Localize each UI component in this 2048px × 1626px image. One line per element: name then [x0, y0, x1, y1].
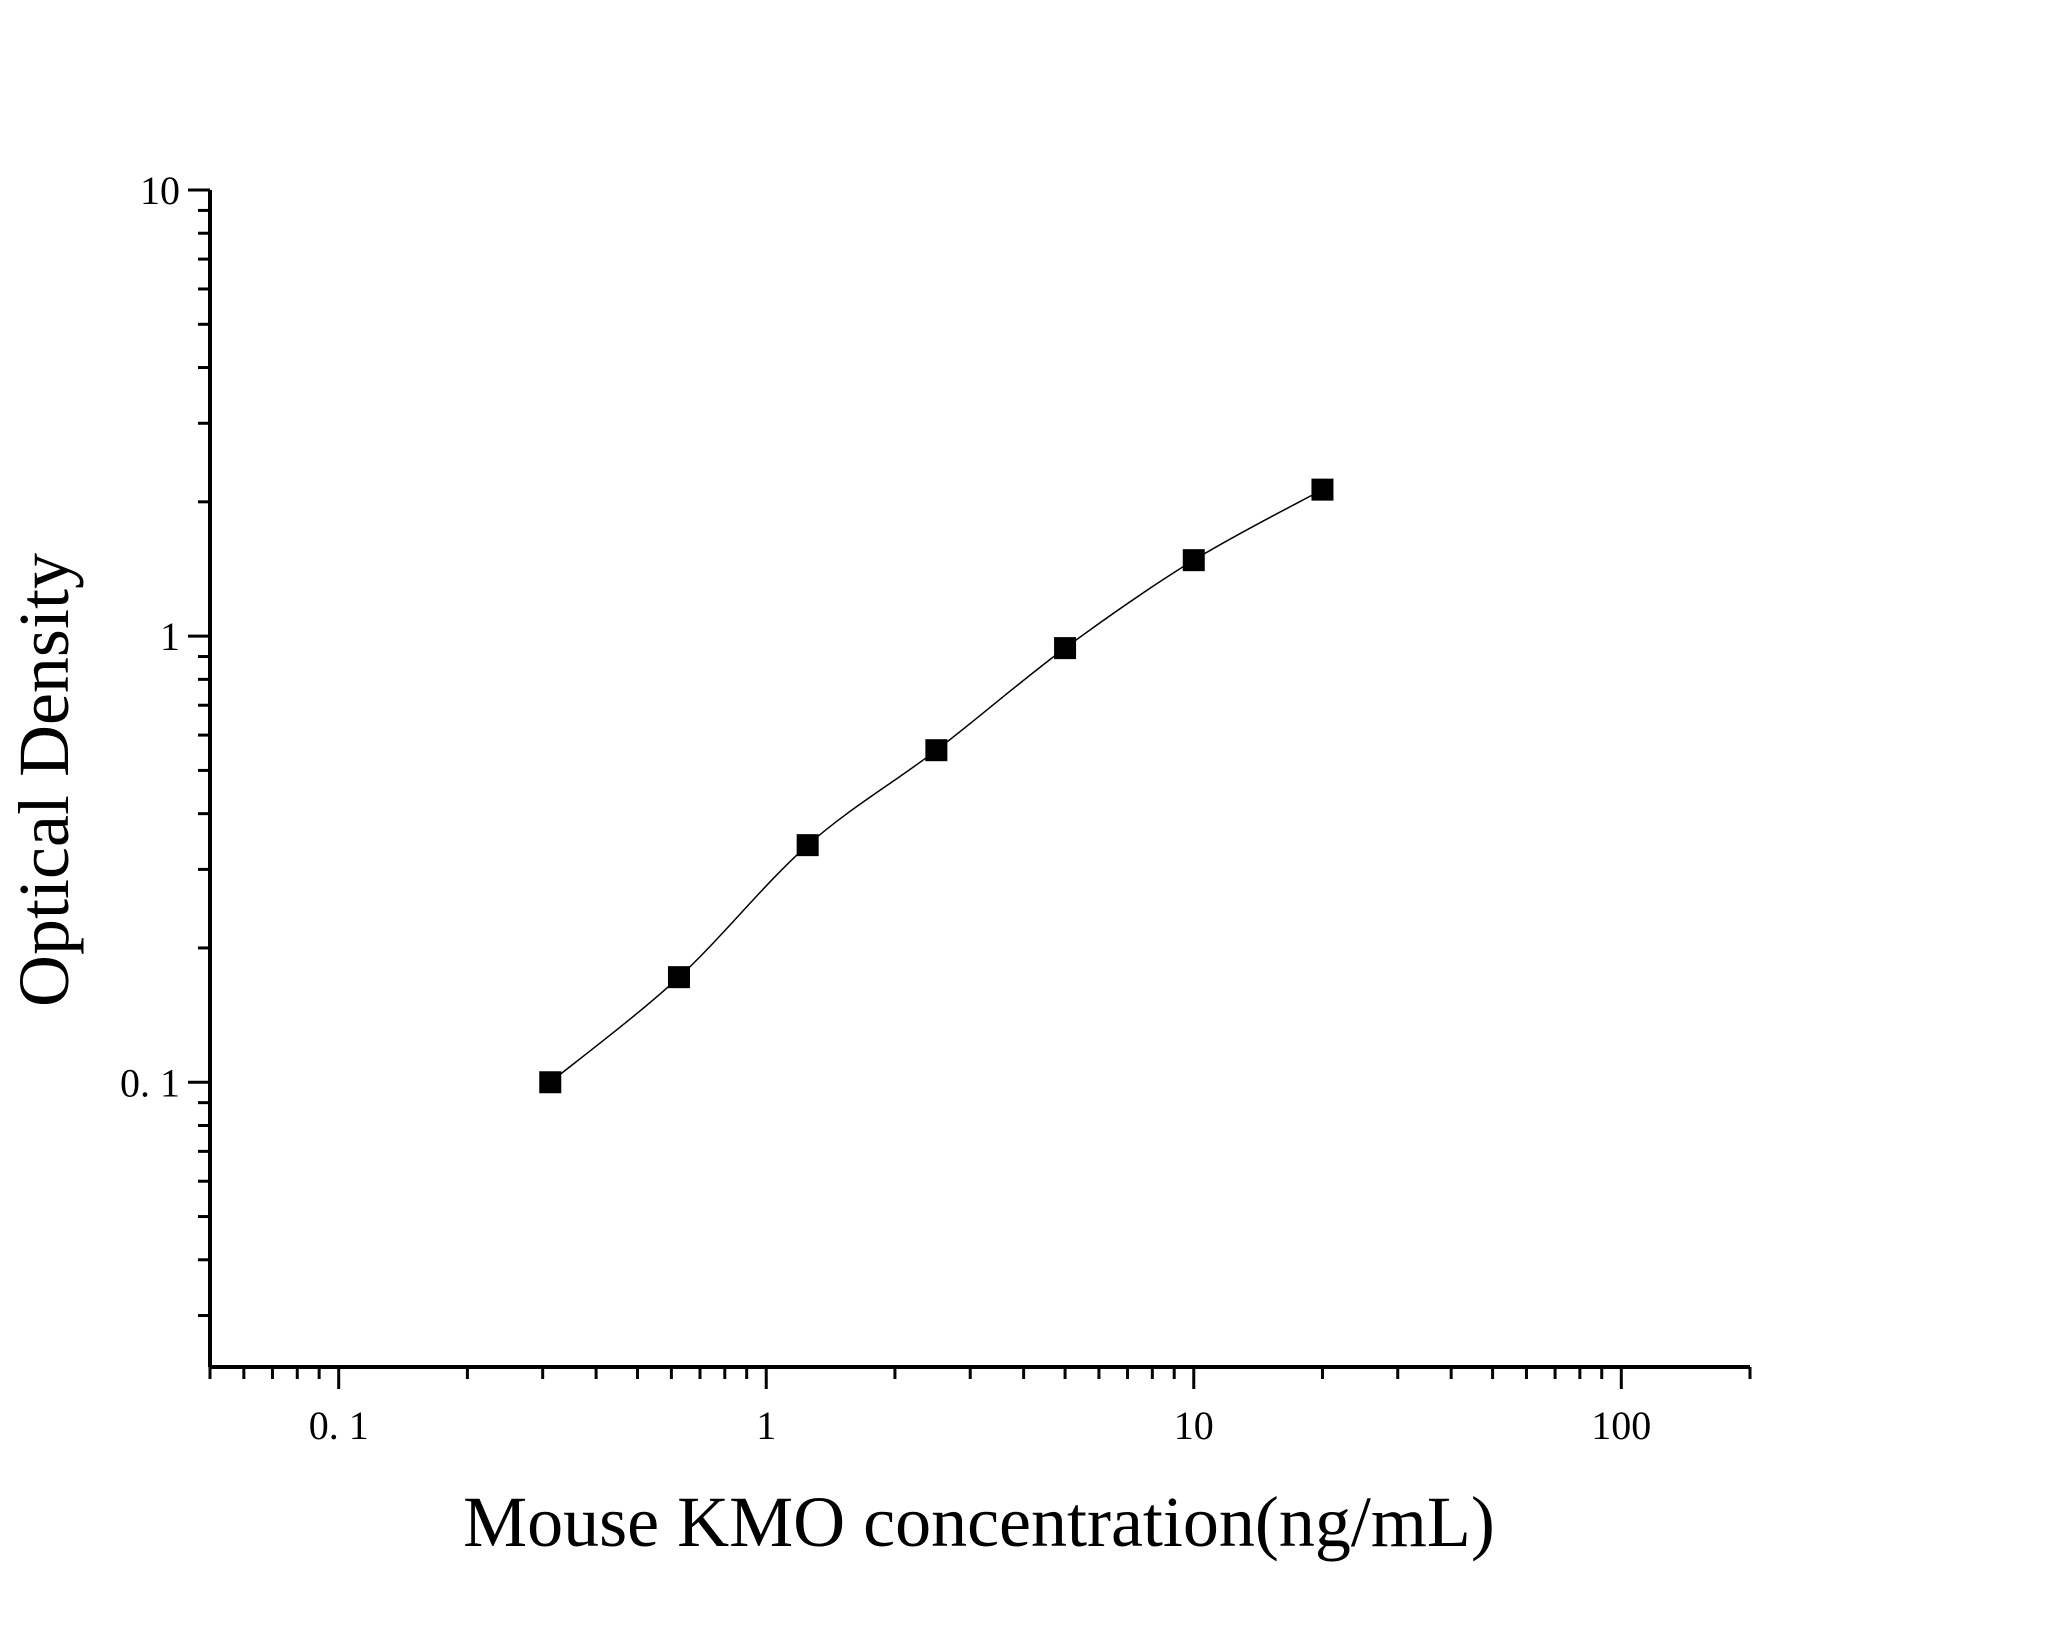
y-tick-label: 10 [140, 168, 180, 213]
x-axis-title: Mouse KMO concentration(ng/mL) [463, 1482, 1495, 1562]
data-point [667, 966, 690, 989]
axes: 0. 1 1 10 100 0. 1 1 10 [120, 168, 1752, 1448]
fit-curve-layer [549, 488, 1323, 1083]
x-tick-label: 10 [1174, 1403, 1214, 1448]
y-tick-label: 1 [160, 614, 180, 659]
y-tick-label: 0. 1 [120, 1060, 180, 1105]
x-tick-label: 0. 1 [309, 1403, 369, 1448]
data-points-layer [539, 478, 1334, 1094]
y-axis-title: Optical Density [4, 553, 84, 1007]
x-tick-label: 1 [756, 1403, 776, 1448]
data-point [1054, 637, 1077, 660]
data-point [796, 834, 819, 857]
data-point [1182, 549, 1205, 572]
x-tick-label: 100 [1591, 1403, 1651, 1448]
data-point [539, 1071, 562, 1094]
data-point [925, 739, 948, 762]
fit-curve [549, 488, 1323, 1083]
data-point [1311, 478, 1334, 501]
